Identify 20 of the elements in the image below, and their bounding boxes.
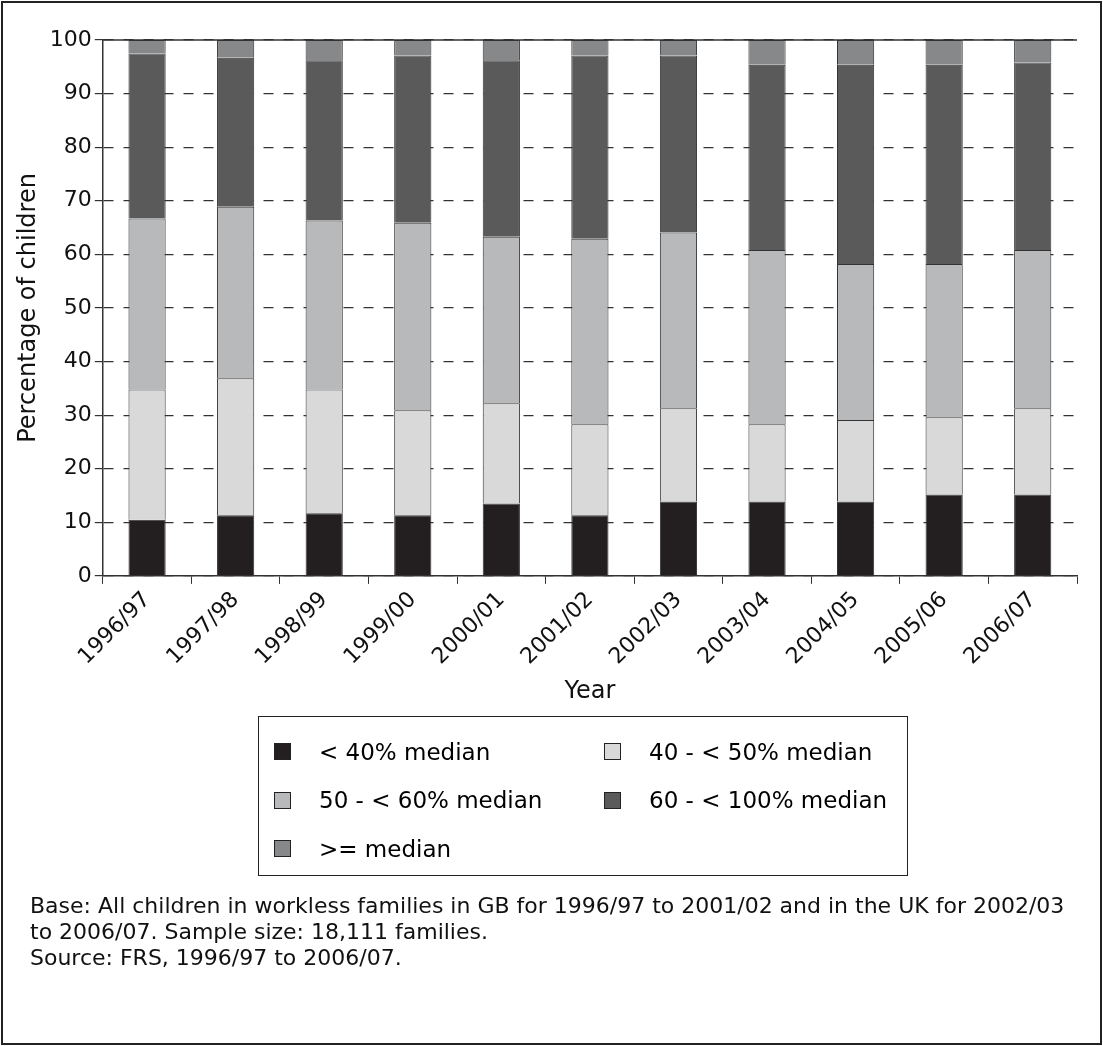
y-axis-title: Percentage of children — [12, 173, 41, 443]
source-note: Source: FRS, 1996/97 to 2006/07. — [30, 945, 403, 971]
legend-label: 50 - < 60% median — [319, 787, 543, 814]
y-tick-label: 10 — [63, 508, 92, 534]
legend-label: 40 - < 50% median — [649, 738, 873, 765]
legend-label: 60 - < 100% median — [649, 787, 888, 814]
y-tick-label: 40 — [63, 347, 92, 373]
legend-label: >= median — [319, 835, 452, 862]
y-tick-label: 20 — [63, 454, 92, 480]
y-tick-label: 70 — [63, 186, 92, 212]
y-tick-label: 90 — [63, 79, 92, 105]
y-tick-label: 100 — [49, 25, 92, 51]
y-tick-label: 0 — [77, 561, 92, 587]
text: Base: All children in workless families in GB for 1996/97 to 2001/02 and in the UK for 2002/03 to 2006/07. Sample size: 18,111 families. — [30, 893, 1066, 945]
y-tick-label: 30 — [63, 400, 92, 426]
x-axis-title: Year — [563, 675, 616, 704]
legend-label: < 40% median — [319, 738, 491, 765]
y-tick-label: 50 — [63, 293, 92, 319]
y-tick-label: 80 — [63, 132, 92, 158]
y-tick-label: 60 — [63, 240, 92, 266]
